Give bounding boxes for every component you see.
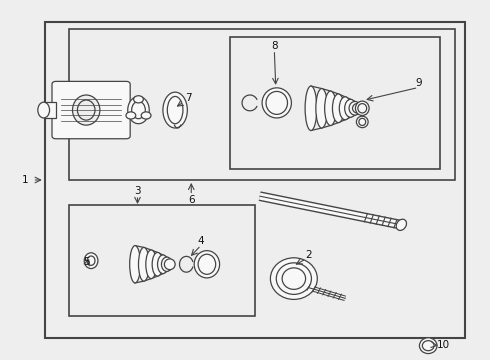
Ellipse shape — [152, 252, 163, 276]
Bar — [69, 205, 255, 316]
Ellipse shape — [422, 341, 434, 351]
Ellipse shape — [194, 251, 220, 278]
Text: 2: 2 — [305, 250, 312, 260]
Text: 4: 4 — [197, 236, 204, 246]
Ellipse shape — [128, 96, 149, 124]
Ellipse shape — [270, 258, 318, 300]
FancyBboxPatch shape — [52, 81, 130, 139]
Ellipse shape — [305, 86, 317, 131]
Ellipse shape — [359, 118, 366, 126]
Ellipse shape — [134, 96, 144, 103]
Text: 9: 9 — [415, 78, 422, 88]
Ellipse shape — [77, 100, 95, 120]
Ellipse shape — [146, 250, 157, 279]
Text: 7: 7 — [186, 93, 192, 103]
Ellipse shape — [130, 246, 141, 283]
Ellipse shape — [276, 263, 312, 294]
Ellipse shape — [164, 259, 175, 270]
Ellipse shape — [198, 254, 216, 274]
Ellipse shape — [339, 97, 351, 120]
Bar — [69, 30, 455, 180]
Ellipse shape — [344, 99, 356, 117]
Ellipse shape — [352, 103, 364, 113]
Ellipse shape — [282, 268, 306, 289]
Ellipse shape — [139, 247, 149, 281]
Text: 8: 8 — [271, 41, 278, 50]
Ellipse shape — [356, 116, 368, 128]
Text: 1: 1 — [22, 175, 28, 185]
Ellipse shape — [158, 255, 168, 274]
Ellipse shape — [87, 256, 95, 265]
Text: 6: 6 — [188, 195, 195, 205]
Ellipse shape — [141, 112, 151, 119]
Ellipse shape — [262, 88, 292, 118]
Ellipse shape — [38, 102, 49, 118]
Ellipse shape — [316, 89, 328, 128]
Ellipse shape — [84, 253, 98, 269]
Text: 10: 10 — [436, 340, 449, 350]
Ellipse shape — [163, 92, 187, 128]
Ellipse shape — [332, 94, 344, 123]
Ellipse shape — [349, 102, 361, 115]
Ellipse shape — [167, 96, 183, 124]
Bar — [230, 37, 441, 169]
Ellipse shape — [132, 102, 146, 119]
Text: 3: 3 — [134, 186, 141, 196]
Ellipse shape — [355, 101, 369, 116]
Ellipse shape — [325, 91, 336, 126]
Ellipse shape — [73, 95, 100, 125]
Text: 5: 5 — [83, 257, 90, 267]
Ellipse shape — [266, 91, 288, 114]
Ellipse shape — [396, 219, 407, 230]
Bar — [44, 102, 56, 118]
Ellipse shape — [126, 112, 136, 119]
Ellipse shape — [419, 338, 437, 354]
Ellipse shape — [358, 104, 367, 113]
Bar — [45, 22, 465, 338]
Ellipse shape — [161, 257, 172, 271]
